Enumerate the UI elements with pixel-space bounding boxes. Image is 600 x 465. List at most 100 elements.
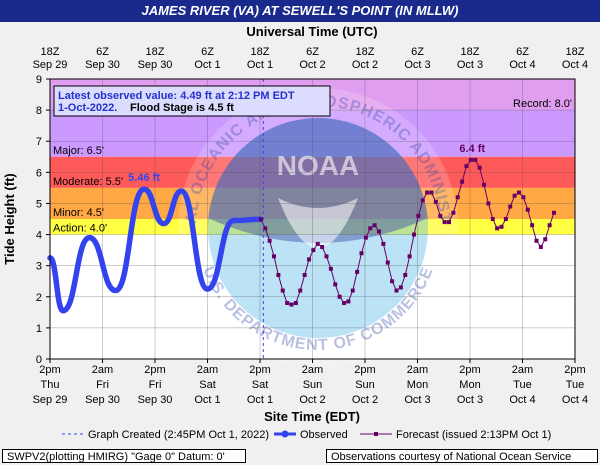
forecast-point [521,195,526,200]
forecast-point [538,245,543,249]
forecast-point [512,193,517,198]
forecast-point [534,238,539,243]
forecast-point [289,302,294,307]
utc-tick-label: 18Z [566,46,585,58]
local-tick-day: Sat [252,379,269,391]
forecast-point [420,198,425,203]
forecast-point [460,179,465,184]
footer-gage-info: SWPV2(plotting HMIRG) "Gage 0" Datum: 0' [2,449,246,463]
forecast-point [416,213,421,218]
utc-tick-date: Oct 4 [562,59,588,71]
forecast-point [302,273,307,277]
forecast-point [412,232,416,237]
forecast-series [258,79,556,359]
local-tick-date: Oct 3 [404,394,430,406]
forecast-point [451,210,456,215]
forecast-point [328,266,333,271]
utc-tick-label: 18Z [356,46,375,58]
y-tick-label: 3 [36,261,42,273]
local-tick-label: 2am [512,364,533,376]
forecast-point [495,226,500,231]
utc-tick-label: 18Z [251,46,270,58]
peak-annotation: 6.4 ft [459,143,485,155]
y-tick-label: 2 [36,292,42,304]
local-tick-day: Sun [355,379,375,391]
forecast-point [293,301,298,305]
x-axis-label: Site Time (EDT) [264,409,360,424]
forecast-point [403,273,408,277]
y-tick-label: 5 [36,198,42,210]
utc-tick-label: 6Z [201,46,214,58]
local-tick-label: 2pm [39,364,60,376]
utc-tick-date: Oct 3 [404,59,430,71]
local-tick-label: 2pm [249,364,270,376]
legend-observed-label: Observed [300,429,348,441]
band-label-action: Action: 4.0' [53,223,107,235]
forecast-point [320,245,325,249]
forecast-point [394,288,399,293]
forecast-point [530,223,535,228]
forecast-point [490,217,495,221]
local-tick-date: Oct 2 [299,394,325,406]
latest-date-text: 1-Oct-2022. [58,102,117,114]
local-tick-date: Oct 1 [247,394,273,406]
local-tick-date: Sep 30 [138,394,173,406]
local-tick-label: 2pm [354,364,375,376]
band-label-moderate: Moderate: 5.5' [53,176,123,188]
forecast-point [503,217,508,221]
local-tick-day: Sat [199,379,216,391]
forecast-point [429,190,434,195]
forecast-point [517,190,521,195]
local-tick-day: Thu [41,379,60,391]
local-tick-date: Oct 4 [562,394,588,406]
latest-box [53,85,331,117]
utc-tick-date: Sep 30 [85,59,120,71]
forecast-point [377,229,381,234]
utc-axis-label: Universal Time (UTC) [246,24,377,39]
utc-tick-date: Oct 3 [457,59,483,71]
forecast-point [337,294,342,299]
local-tick-label: 2am [407,364,428,376]
forecast-point [447,220,451,225]
forecast-point [276,273,281,277]
local-tick-date: Oct 2 [352,394,378,406]
y-axis-label: Tide Height (ft) [2,173,17,264]
forecast-point [272,254,276,259]
forecast-point [468,157,473,162]
latest-value-text: Latest observed value: 4.49 ft at 2:12 P… [58,90,295,102]
y-tick-label: 1 [36,323,42,335]
forecast-point [499,224,504,229]
forecast-point [464,164,469,169]
forecast-point [342,301,346,305]
forecast-point [543,237,548,242]
forecast-point [311,248,316,253]
forecast-point [425,190,430,195]
utc-tick-label: 6Z [306,46,319,58]
local-tick-day: Fri [96,379,109,391]
local-tick-day: Mon [459,379,480,391]
forecast-point [307,257,311,262]
local-tick-label: 2am [92,364,113,376]
local-tick-date: Sep 30 [85,394,120,406]
forecast-point [359,251,364,256]
forecast-point [442,220,447,225]
footer-credit: Observations courtesy of National Ocean … [326,449,598,463]
band-label-major: Major: 6.5' [53,145,104,157]
local-tick-day: Tue [566,379,585,391]
chart-title: JAMES RIVER (VA) AT SEWELL'S POINT (IN M… [141,3,459,18]
forecast-point [298,288,303,293]
utc-tick-label: 6Z [96,46,109,58]
utc-tick-date: Oct 1 [194,59,220,71]
forecast-point [486,201,491,206]
y-tick-label: 8 [36,105,42,117]
forecast-point [258,217,263,222]
utc-tick-date: Sep 29 [33,59,68,71]
forecast-point [372,223,377,228]
local-tick-label: 2pm [459,364,480,376]
forecast-point [381,241,386,246]
utc-tick-label: 6Z [516,46,529,58]
utc-tick-date: Oct 2 [352,59,378,71]
forecast-point [363,235,368,240]
forecast-point [333,282,338,287]
